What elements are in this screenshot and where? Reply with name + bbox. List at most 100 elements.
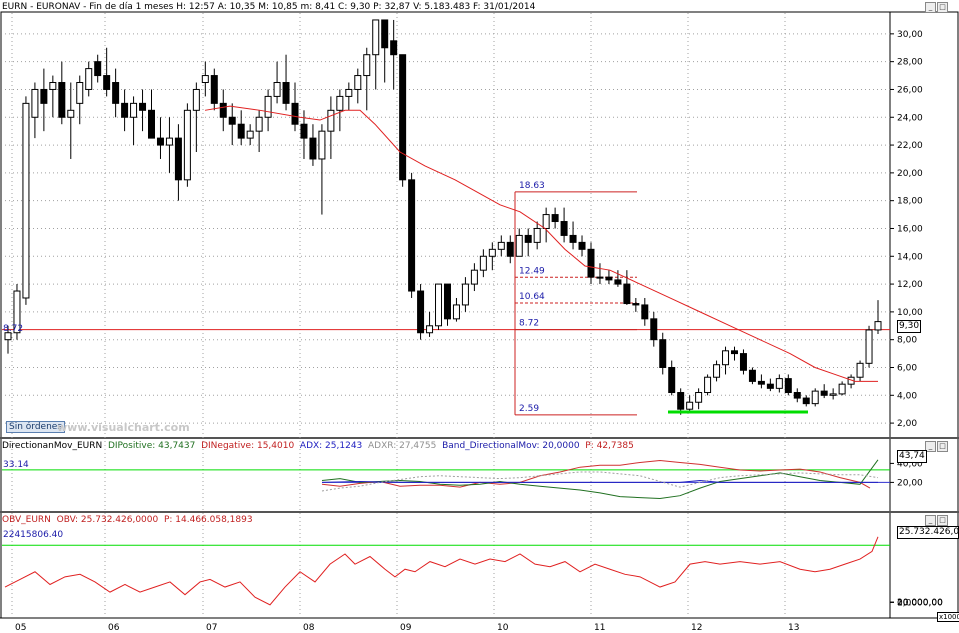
y-tick-label: 2,00 <box>897 419 917 429</box>
candle-up <box>811 390 819 405</box>
candle-up <box>183 109 191 181</box>
obv-maximize-icon[interactable]: □ <box>937 515 948 526</box>
candle-down <box>121 102 129 118</box>
y-tick-label: 4,00 <box>897 391 917 401</box>
candle-down <box>632 303 640 306</box>
candle-up <box>497 241 505 250</box>
y-tick-label: 40,00 <box>897 459 923 469</box>
moving-average-line <box>204 105 878 382</box>
price-panel-header: EURN - EURONAV - Fin de día 1 meses H: 1… <box>2 2 536 12</box>
candle-down <box>58 82 66 118</box>
last-obv-box: 25.732.426,00 <box>897 526 959 539</box>
minimize-icon[interactable]: _ <box>925 2 936 13</box>
candle-down <box>381 19 389 49</box>
candle-up <box>318 130 326 160</box>
x-tick-label: 05 <box>15 623 26 633</box>
maximize-icon[interactable]: □ <box>937 2 948 13</box>
header-field: ADX: 25,1243 <box>299 441 368 451</box>
candle-up <box>85 68 93 90</box>
fib-level-label: 10.64 <box>519 292 545 302</box>
panel-frame <box>0 511 959 619</box>
x-tick-label: 11 <box>594 623 605 633</box>
candle-down <box>793 392 801 399</box>
candle-down <box>40 88 48 104</box>
candle-up <box>695 392 703 403</box>
x-tick-label: 08 <box>303 623 315 633</box>
last-price-box: 9,30 <box>897 320 922 333</box>
candle-down <box>766 383 774 389</box>
candle-up <box>838 383 846 395</box>
candle-down <box>309 137 317 160</box>
candle-up <box>273 82 281 97</box>
candle-up <box>76 82 84 104</box>
candle-down <box>390 40 398 56</box>
candle-up <box>488 248 496 257</box>
candle-up <box>372 19 380 56</box>
candle-up <box>865 329 873 364</box>
candle-down <box>524 234 532 243</box>
candle-down <box>569 234 577 243</box>
y-tick-label: 28,00 <box>897 58 923 68</box>
candle-down <box>560 221 568 236</box>
y-tick-label: 10.000,00 <box>897 598 943 608</box>
candle-down <box>605 276 613 281</box>
fib-level-label: 2.59 <box>519 404 539 414</box>
x-tick-label: 07 <box>206 623 217 633</box>
header-field: P: 14.466.058,1893 <box>163 515 259 525</box>
candle-up <box>201 75 209 84</box>
candle-up <box>363 54 371 77</box>
candle-down <box>291 102 299 125</box>
dmi-dipositive-line <box>321 460 871 489</box>
candle-up <box>856 362 864 378</box>
header-field: ADXR: 27,4755 <box>368 441 443 451</box>
y-tick-label: 10,00 <box>897 308 923 318</box>
candle-up <box>479 255 487 271</box>
dmi-panel-header: DirectionanMov_EURN DIPositive: 43,7437 … <box>2 440 640 452</box>
dmi-minimize-icon[interactable]: _ <box>925 441 936 452</box>
obv-minimize-icon[interactable]: _ <box>925 515 936 526</box>
candle-up <box>246 130 254 139</box>
y-tick-label: 24,00 <box>897 113 923 123</box>
candle-down <box>210 75 218 104</box>
y-tick-label: 8,00 <box>897 336 917 346</box>
candle-down <box>659 339 667 368</box>
dmi-level-label: 33.14 <box>3 460 29 470</box>
candle-up <box>165 137 173 146</box>
header-field: DirectionanMov_EURN <box>2 441 108 451</box>
candle-up <box>354 75 362 90</box>
y-tick-label: 20.000,00 <box>897 598 943 608</box>
candle-down <box>139 102 147 111</box>
candle-up <box>874 321 882 331</box>
y-tick-label: 18,00 <box>897 197 923 207</box>
candle-down <box>802 397 810 405</box>
y-tick-label: 12,00 <box>897 280 923 290</box>
candle-up <box>775 378 783 389</box>
candle-up <box>4 332 12 341</box>
y-tick-label: 14,00 <box>897 252 923 262</box>
candle-up <box>22 102 30 299</box>
obv-panel-header: OBV_EURN OBV: 25.732.426,0000 P: 14.466.… <box>2 514 258 526</box>
dmi-maximize-icon[interactable]: □ <box>937 441 948 452</box>
candle-down <box>748 369 756 382</box>
candle-up <box>192 88 200 111</box>
candle-up <box>515 234 523 257</box>
candle-down <box>237 123 245 139</box>
fib-level-label: 12.49 <box>519 266 545 276</box>
y-tick-label: 22,00 <box>897 141 923 151</box>
obv-line <box>4 536 879 606</box>
candle-down <box>578 241 586 250</box>
candle-up <box>13 290 21 334</box>
candle-up <box>264 95 272 118</box>
candle-down <box>757 380 765 385</box>
header-field: DINegative: 15,4010 <box>201 441 300 451</box>
candle-down <box>650 318 658 341</box>
orders-button[interactable]: Sin órdenes <box>6 421 66 433</box>
candle-down <box>443 283 451 320</box>
candle-down <box>417 290 425 334</box>
candle-up <box>49 82 57 90</box>
candle-down <box>219 102 227 118</box>
candle-down <box>614 279 622 285</box>
candle-up <box>461 283 469 306</box>
y-tick-label: 20,00 <box>897 478 923 488</box>
